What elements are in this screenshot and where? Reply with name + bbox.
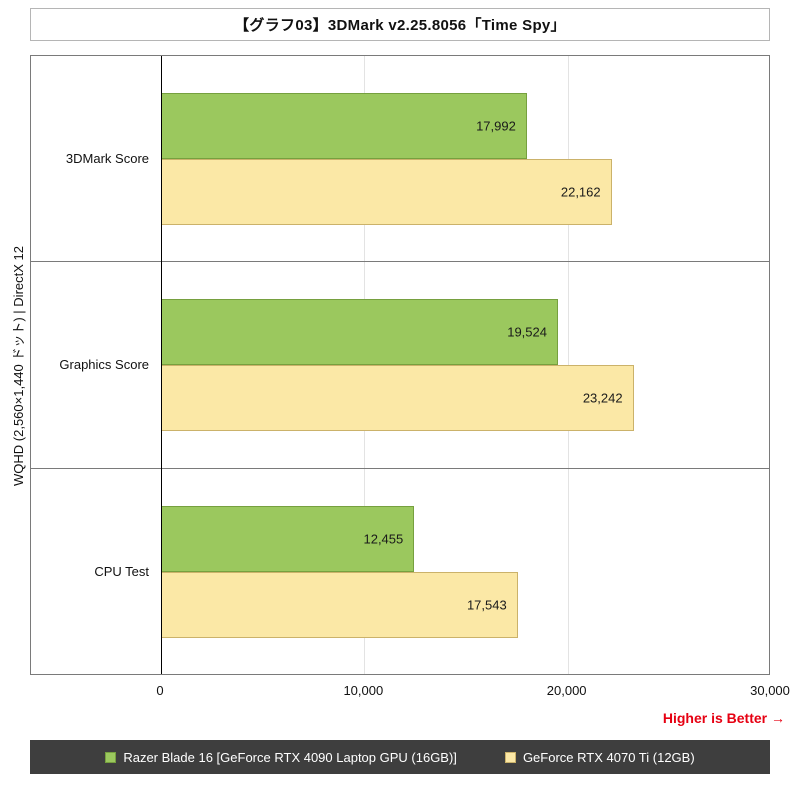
category-section: Graphics Score 19,524 23,242 xyxy=(31,262,769,469)
bar-series2: 22,162 xyxy=(161,159,612,225)
legend-label: GeForce RTX 4070 Ti (12GB) xyxy=(522,749,695,765)
legend-item-series2: GeForce RTX 4070 Ti (12GB) xyxy=(504,749,695,765)
category-label: 3DMark Score xyxy=(65,151,149,167)
x-tick-label: 30,000 xyxy=(750,683,790,698)
legend: Razer Blade 16 [GeForce RTX 4090 Laptop … xyxy=(30,740,770,774)
x-tick-label: 20,000 xyxy=(546,683,587,698)
x-axis-ticks: 0 10,000 20,000 30,000 xyxy=(30,683,790,701)
bar-value-label: 19,524 xyxy=(507,324,547,340)
x-tick-label: 0 xyxy=(156,683,164,698)
gridline xyxy=(567,56,569,674)
legend-label: Razer Blade 16 [GeForce RTX 4090 Laptop … xyxy=(123,749,457,765)
plot-area: 3DMark Score 17,992 22,162 Graphics Score 19… xyxy=(30,55,770,675)
category-label: Graphics Score xyxy=(59,357,149,373)
y-axis-line xyxy=(161,56,162,674)
category-sections: 3DMark Score 17,992 22,162 Graphics Score 19… xyxy=(31,56,769,674)
bar-value-label: 22,162 xyxy=(560,184,601,200)
y-axis-label: WQHD (2,560×1,440 ドット) | DirectX 12 xyxy=(11,246,26,486)
legend-swatch xyxy=(504,751,516,763)
category-label: CPU Test xyxy=(94,563,149,579)
bar-series2: 17,543 xyxy=(161,571,518,638)
higher-is-better-note: Higher is Better → xyxy=(662,710,785,726)
bar-value-label: 12,455 xyxy=(363,531,404,547)
legend-item-series1: Razer Blade 16 [GeForce RTX 4090 Laptop … xyxy=(105,750,457,765)
bar-series2: 23,242 xyxy=(161,365,634,432)
bar-value-label: 17,992 xyxy=(476,118,516,134)
category-section: 3DMark Score 17,992 22,162 xyxy=(31,56,769,263)
bar-series1: 19,524 xyxy=(161,299,558,366)
legend-swatch xyxy=(105,751,117,763)
category-section: CPU Test 12,455 17,543 xyxy=(31,469,769,674)
bar-value-label: 23,242 xyxy=(582,390,623,406)
bar-value-label: 17,543 xyxy=(466,597,507,613)
bar-series1: 17,992 xyxy=(161,93,527,159)
bar-series1: 12,455 xyxy=(161,505,415,572)
x-tick-label: 10,000 xyxy=(343,683,384,698)
chart-title: 【グラフ03】3DMark v2.25.8056「Time Spy」 xyxy=(30,8,770,41)
